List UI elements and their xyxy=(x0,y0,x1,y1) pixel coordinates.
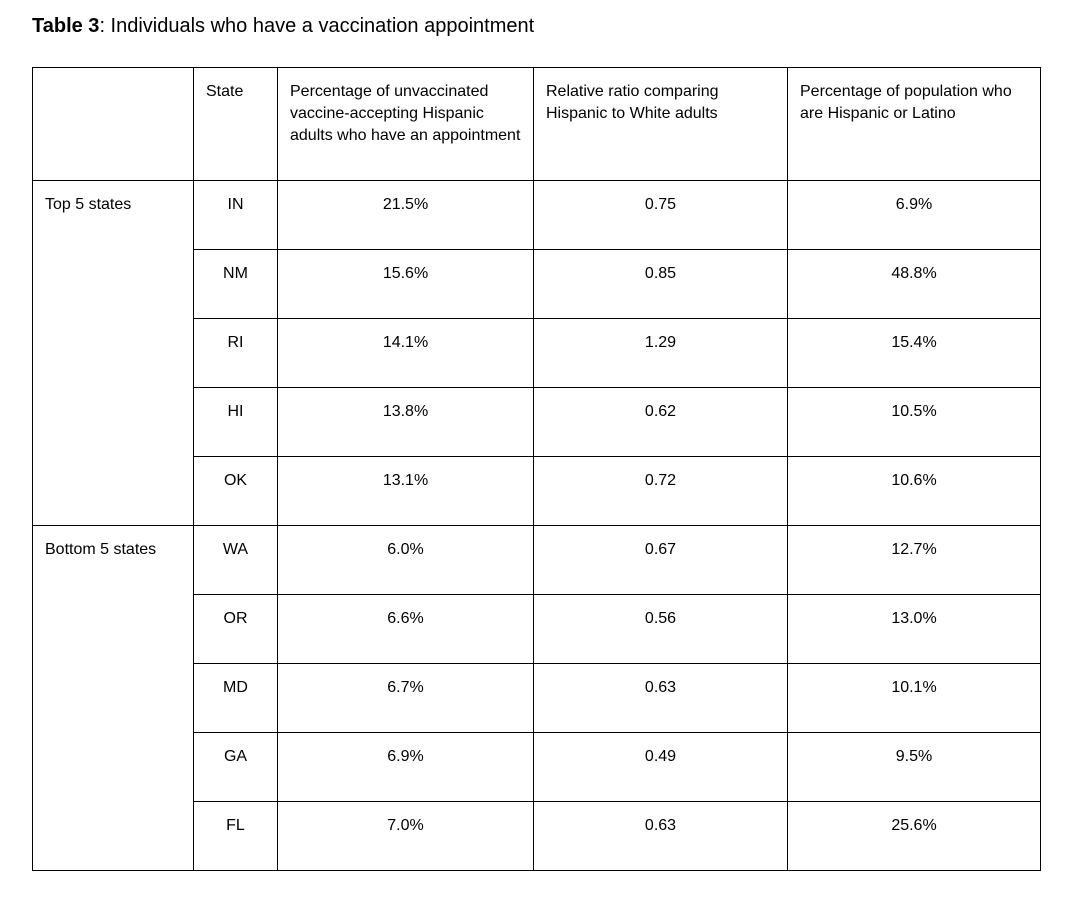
vaccination-appointment-table: State Percentage of unvaccinated vaccine… xyxy=(32,67,1041,871)
cell-pct-appointment: 14.1% xyxy=(277,318,534,388)
cell-pct-appointment: 6.6% xyxy=(277,594,534,664)
cell-state: WA xyxy=(193,525,278,595)
cell-relative-ratio: 0.75 xyxy=(533,180,788,250)
cell-pct-appointment: 21.5% xyxy=(277,180,534,250)
table-row: HI 13.8% 0.62 10.5% xyxy=(33,387,1041,457)
cell-state: HI xyxy=(193,387,278,457)
table-row: RI 14.1% 1.29 15.4% xyxy=(33,318,1041,388)
cell-state: NM xyxy=(193,249,278,319)
table-row: NM 15.6% 0.85 48.8% xyxy=(33,249,1041,319)
cell-pct-appointment: 6.7% xyxy=(277,663,534,733)
table-row: GA 6.9% 0.49 9.5% xyxy=(33,732,1041,802)
cell-relative-ratio: 0.85 xyxy=(533,249,788,319)
page-title: Table 3: Individuals who have a vaccinat… xyxy=(32,13,534,39)
header-pct-hispanic-latino: Percentage of population who are Hispani… xyxy=(787,67,1041,181)
cell-state: IN xyxy=(193,180,278,250)
cell-pct-appointment: 13.1% xyxy=(277,456,534,526)
cell-relative-ratio: 1.29 xyxy=(533,318,788,388)
cell-pct-appointment: 13.8% xyxy=(277,387,534,457)
table-row: MD 6.7% 0.63 10.1% xyxy=(33,663,1041,733)
cell-pct-appointment: 15.6% xyxy=(277,249,534,319)
header-pct-appointment: Percentage of unvaccinated vaccine-accep… xyxy=(277,67,534,181)
cell-relative-ratio: 0.49 xyxy=(533,732,788,802)
table-title-text: : Individuals who have a vaccination app… xyxy=(99,15,535,37)
table-row: FL 7.0% 0.63 25.6% xyxy=(33,801,1041,871)
table-number-label: Table 3 xyxy=(32,15,100,37)
cell-pct-hispanic-latino: 15.4% xyxy=(787,318,1041,388)
cell-relative-ratio: 0.62 xyxy=(533,387,788,457)
cell-pct-appointment: 7.0% xyxy=(277,801,534,871)
cell-pct-appointment: 6.0% xyxy=(277,525,534,595)
cell-pct-hispanic-latino: 12.7% xyxy=(787,525,1041,595)
cell-relative-ratio: 0.72 xyxy=(533,456,788,526)
cell-state: OR xyxy=(193,594,278,664)
cell-relative-ratio: 0.67 xyxy=(533,525,788,595)
cell-pct-hispanic-latino: 10.1% xyxy=(787,663,1041,733)
header-state: State xyxy=(193,67,278,181)
header-empty-cell xyxy=(32,67,194,181)
cell-relative-ratio: 0.56 xyxy=(533,594,788,664)
cell-state: GA xyxy=(193,732,278,802)
group-label-bottom5: Bottom 5 states xyxy=(32,525,194,871)
cell-pct-hispanic-latino: 6.9% xyxy=(787,180,1041,250)
header-row: State Percentage of unvaccinated vaccine… xyxy=(32,67,1041,181)
cell-state: MD xyxy=(193,663,278,733)
group-label-top5: Top 5 states xyxy=(32,180,194,526)
cell-relative-ratio: 0.63 xyxy=(533,663,788,733)
table-row: OK 13.1% 0.72 10.6% xyxy=(33,456,1041,526)
cell-pct-hispanic-latino: 10.6% xyxy=(787,456,1041,526)
cell-pct-hispanic-latino: 25.6% xyxy=(787,801,1041,871)
cell-pct-hispanic-latino: 10.5% xyxy=(787,387,1041,457)
table-row: Top 5 states IN 21.5% 0.75 6.9% xyxy=(32,180,1041,526)
cell-relative-ratio: 0.63 xyxy=(533,801,788,871)
cell-state: RI xyxy=(193,318,278,388)
table-row: OR 6.6% 0.56 13.0% xyxy=(33,594,1041,664)
cell-pct-hispanic-latino: 48.8% xyxy=(787,249,1041,319)
cell-pct-appointment: 6.9% xyxy=(277,732,534,802)
cell-state: OK xyxy=(193,456,278,526)
header-relative-ratio: Relative ratio comparing Hispanic to Whi… xyxy=(533,67,788,181)
cell-pct-hispanic-latino: 9.5% xyxy=(787,732,1041,802)
table-row: Bottom 5 states WA 6.0% 0.67 12.7% xyxy=(32,525,1041,871)
cell-state: FL xyxy=(193,801,278,871)
cell-pct-hispanic-latino: 13.0% xyxy=(787,594,1041,664)
